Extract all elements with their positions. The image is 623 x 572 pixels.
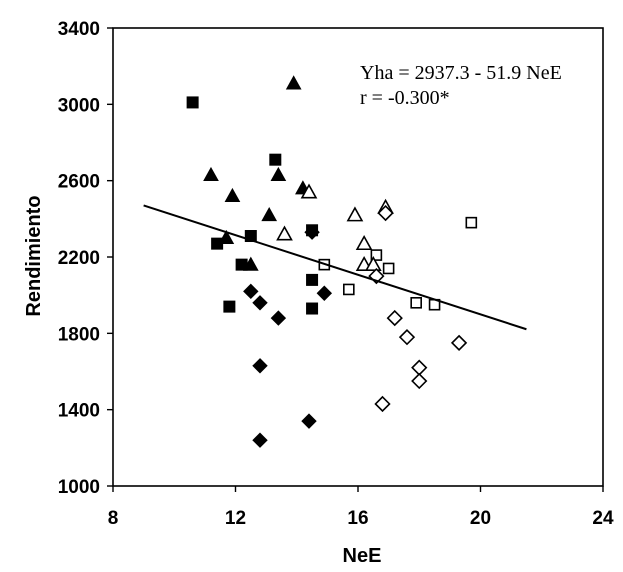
plot-frame: [112, 27, 604, 487]
x-tick-label: 16: [347, 508, 368, 529]
filled-square-point: [306, 302, 319, 315]
filled-triangle-point: [242, 256, 259, 271]
filled-diamond-point: [270, 310, 287, 326]
open-square-point: [370, 249, 383, 261]
y-tick-label: 3000: [58, 95, 100, 116]
y-tick-label: 2600: [58, 172, 100, 193]
filled-square-point: [186, 96, 199, 109]
x-tick-label: 20: [470, 508, 491, 529]
filled-square-point: [306, 273, 319, 286]
open-triangle-point: [276, 225, 293, 241]
open-diamond-point: [450, 334, 468, 352]
filled-triangle-point: [224, 187, 241, 203]
filled-diamond-point: [252, 432, 268, 448]
filled-diamond-point: [243, 283, 259, 300]
y-tick-label: 3400: [58, 19, 100, 40]
regression-line: [143, 204, 527, 331]
filled-square-point: [244, 230, 257, 243]
open-triangle-point: [364, 255, 382, 272]
data-points: [186, 75, 478, 448]
y-tick-label: 1800: [58, 324, 100, 345]
open-square-point: [382, 262, 395, 275]
open-triangle-point: [355, 234, 373, 251]
filled-diamond-point: [301, 413, 317, 429]
open-diamond-point: [398, 329, 416, 346]
y-tick-label: 1000: [58, 477, 100, 498]
x-tick-label: 8: [108, 508, 119, 529]
tick-labels: 8 12 16 20 24 1000 1400 1800 2200 2600 3000 3400: [58, 19, 614, 529]
y-axis-title: Rendimiento: [23, 195, 45, 316]
correlation-annotation: r = -0.300*: [360, 87, 450, 109]
open-diamond-point: [377, 204, 394, 222]
open-square-point: [410, 296, 422, 309]
y-tick-label: 1400: [58, 401, 100, 422]
y-tick-label: 2200: [58, 248, 100, 269]
axes: [107, 27, 604, 492]
open-diamond-point: [411, 372, 428, 390]
open-square-point: [343, 283, 355, 296]
filled-triangle-point: [218, 229, 235, 245]
filled-triangle-point: [261, 206, 278, 222]
filled-square-point: [269, 153, 282, 166]
open-diamond-point: [411, 359, 428, 376]
x-axis-title: NeE: [343, 545, 382, 567]
open-diamond-point: [386, 309, 403, 327]
filled-diamond-point: [304, 224, 320, 240]
filled-triangle-point: [270, 166, 287, 182]
filled-diamond-point: [252, 358, 268, 374]
regression-line-group: [143, 204, 527, 331]
filled-diamond-point: [252, 295, 268, 311]
open-square-point: [465, 216, 478, 229]
equation-annotation: Yha = 2937.3 - 51.9 NeE: [360, 62, 562, 84]
open-triangle-point: [300, 183, 318, 199]
open-triangle-point: [346, 206, 364, 222]
filled-triangle-point: [285, 75, 302, 90]
filled-square-point: [223, 300, 236, 313]
filled-triangle-point: [203, 166, 219, 182]
filled-diamond-point: [316, 285, 333, 301]
x-tick-label: 24: [592, 508, 614, 529]
open-diamond-point: [374, 395, 391, 413]
x-tick-label: 12: [225, 508, 246, 529]
